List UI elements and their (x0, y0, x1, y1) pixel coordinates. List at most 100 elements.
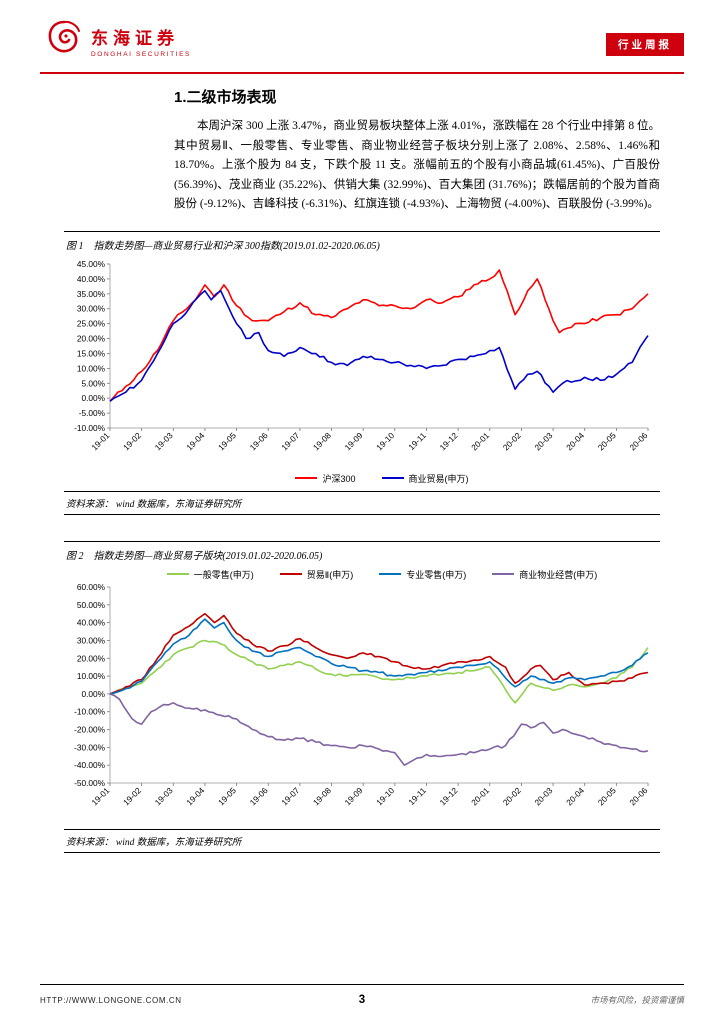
svg-text:19-11: 19-11 (406, 430, 428, 452)
section-title: 1.二级市场表现 (174, 89, 277, 106)
legend-swatch (295, 476, 318, 480)
legend-item: 沪深300 (295, 472, 356, 485)
svg-text:20-05: 20-05 (596, 785, 618, 807)
svg-text:20-03: 20-03 (532, 785, 554, 807)
svg-text:19-04: 19-04 (184, 430, 206, 452)
svg-text:19-09: 19-09 (343, 430, 365, 452)
svg-text:20-01: 20-01 (469, 430, 491, 452)
svg-text:20-06: 20-06 (627, 430, 649, 452)
svg-text:19-12: 19-12 (437, 785, 459, 807)
svg-text:19-02: 19-02 (121, 430, 143, 452)
legend-label: 商业物业经营(申万) (519, 569, 598, 580)
brand-name-cn: 东海证券 (91, 28, 179, 48)
svg-text:15.00%: 15.00% (77, 348, 106, 358)
legend-swatch (379, 572, 402, 576)
svg-text:60.00%: 60.00% (77, 582, 106, 592)
figure1-caption: 图 1 指数走势图—商业贸易行业和沪深 300指数(2019.01.02-202… (64, 230, 660, 256)
svg-text:35.00%: 35.00% (77, 288, 106, 298)
legend-label: 商业贸易(申万) (408, 473, 469, 484)
svg-text:40.00%: 40.00% (77, 617, 106, 627)
legend-label: 沪深300 (322, 473, 356, 484)
legend-label: 一般零售(申万) (193, 569, 254, 580)
legend-swatch (381, 476, 404, 480)
svg-text:19-06: 19-06 (248, 430, 270, 452)
svg-text:40.00%: 40.00% (77, 273, 106, 283)
legend-label: 专业零售(申万) (406, 569, 467, 580)
figure2-caption: 图 2 指数走势图—商业贸易子版块(2019.01.02-2020.06.05) (64, 540, 660, 566)
figure1-line-chart: 45.00% 40.00% 35.00% 30.00% 25.00% 20.00% 15.0… (74, 259, 650, 452)
svg-text:19-12: 19-12 (437, 430, 459, 452)
svg-text:30.00%: 30.00% (77, 635, 106, 645)
header-divider (40, 72, 684, 74)
report-header: 东海证券 DONGHAI SECURITIES 行业周报 (0, 0, 724, 75)
svg-text:19-08: 19-08 (311, 430, 333, 452)
svg-text:19-09: 19-09 (343, 785, 365, 807)
figure1-source: 资料来源： wind 数据库，东海证券研究所 (64, 490, 660, 515)
svg-text:19-07: 19-07 (279, 785, 301, 807)
svg-text:19-05: 19-05 (216, 785, 238, 807)
svg-text:19-02: 19-02 (121, 785, 143, 807)
svg-text:-5.00%: -5.00% (79, 408, 106, 418)
figure-1: 图 1 指数走势图—商业贸易行业和沪深 300指数(2019.01.02-202… (64, 230, 660, 515)
svg-text:10.00%: 10.00% (77, 671, 106, 681)
svg-text:19-07: 19-07 (279, 430, 301, 452)
svg-text:-10.00%: -10.00% (74, 423, 106, 433)
legend-item: 商业物业经营(申万) (492, 568, 597, 581)
svg-text:19-05: 19-05 (216, 430, 238, 452)
svg-text:19-01: 19-01 (89, 430, 111, 452)
svg-text:0.00%: 0.00% (81, 688, 105, 698)
legend-label: 贸易Ⅱ(申万) (306, 569, 354, 580)
report-content: 1.二级市场表现 本周沪深 300 上涨 3.47%，商业贸易板块整体上涨 4.… (64, 86, 660, 853)
page-number: 3 (358, 994, 366, 1006)
dragon-logo-icon (44, 18, 84, 63)
figure-2: 图 2 指数走势图—商业贸易子版块(2019.01.02-2020.06.05)… (64, 540, 660, 853)
svg-text:20-02: 20-02 (501, 430, 523, 452)
svg-text:-10.00%: -10.00% (74, 706, 106, 716)
footer-url: HTTP://WWW.LONGONE.COM.CN (40, 996, 182, 1005)
legend-item: 贸易Ⅱ(申万) (279, 568, 354, 581)
svg-text:19-03: 19-03 (153, 430, 175, 452)
svg-text:20-05: 20-05 (596, 430, 618, 452)
svg-text:19-10: 19-10 (374, 785, 396, 807)
donghai-logo: 东海证券 DONGHAI SECURITIES (44, 18, 191, 63)
figure2-legend: 一般零售(申万) 贸易Ⅱ(申万) 专业零售(申万) 商业物业经营(申万) (104, 568, 660, 581)
svg-text:20-04: 20-04 (564, 785, 586, 807)
svg-text:-50.00%: -50.00% (74, 778, 106, 788)
svg-text:19-11: 19-11 (406, 785, 428, 807)
svg-text:5.00%: 5.00% (81, 378, 105, 388)
svg-text:20-02: 20-02 (501, 785, 523, 807)
svg-text:20-01: 20-01 (469, 785, 491, 807)
svg-text:19-08: 19-08 (311, 785, 333, 807)
svg-text:20-06: 20-06 (627, 785, 649, 807)
svg-text:20.00%: 20.00% (77, 333, 106, 343)
svg-text:19-01: 19-01 (89, 785, 111, 807)
svg-text:19-06: 19-06 (248, 785, 270, 807)
svg-text:20-03: 20-03 (532, 430, 554, 452)
svg-text:20.00%: 20.00% (77, 653, 106, 663)
legend-item: 一般零售(申万) (166, 568, 254, 581)
svg-text:20-04: 20-04 (564, 430, 586, 452)
body-paragraph: 本周沪深 300 上涨 3.47%，商业贸易板块整体上涨 4.01%，涨跌幅在 … (174, 120, 660, 210)
brand-text: 东海证券 DONGHAI SECURITIES (91, 24, 191, 58)
svg-text:19-03: 19-03 (153, 785, 175, 807)
svg-text:-30.00%: -30.00% (74, 742, 106, 752)
svg-text:50.00%: 50.00% (77, 599, 106, 609)
page-footer: HTTP://WWW.LONGONE.COM.CN 3 市场有风险，投资需谨慎 (40, 984, 684, 1006)
svg-text:30.00%: 30.00% (77, 303, 106, 313)
legend-swatch (166, 572, 189, 576)
svg-text:45.00%: 45.00% (77, 259, 106, 269)
svg-text:19-04: 19-04 (184, 785, 206, 807)
report-type-badge: 行业周报 (606, 33, 684, 56)
legend-swatch (492, 572, 515, 576)
legend-item: 商业贸易(申万) (381, 472, 469, 485)
figure2-source: 资料来源： wind 数据库，东海证券研究所 (64, 828, 660, 853)
svg-text:0.00%: 0.00% (81, 393, 105, 403)
figure1-legend: 沪深300 商业贸易(申万) (104, 472, 660, 485)
footer-disclaimer: 市场有风险，投资需谨慎 (590, 995, 684, 1005)
legend-swatch (279, 572, 302, 576)
svg-text:25.00%: 25.00% (77, 318, 106, 328)
svg-text:10.00%: 10.00% (77, 363, 106, 373)
legend-item: 专业零售(申万) (379, 568, 466, 581)
svg-text:-40.00%: -40.00% (74, 760, 106, 770)
